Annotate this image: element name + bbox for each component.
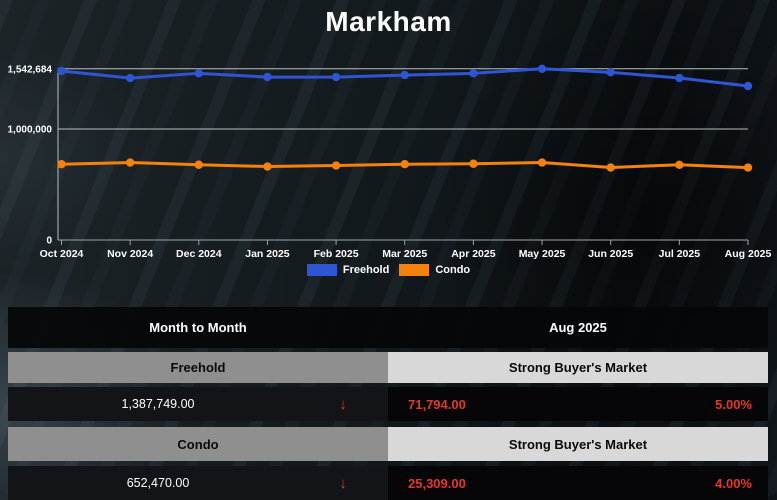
freehold-down-arrow-icon: ↓ xyxy=(339,395,347,413)
svg-text:1,542,684: 1,542,684 xyxy=(8,64,53,75)
condo-down-arrow-icon: ↓ xyxy=(339,474,347,492)
freehold-label: Freehold xyxy=(8,352,388,383)
condo-price: 652,470.00 xyxy=(126,476,190,490)
condo-label-row: Condo Strong Buyer's Market xyxy=(8,427,768,461)
legend-label-freehold: Freehold xyxy=(342,264,390,276)
svg-text:Jan 2025: Jan 2025 xyxy=(245,248,290,260)
svg-text:Mar 2025: Mar 2025 xyxy=(382,248,427,260)
table-header-row: Month to Month Aug 2025 xyxy=(8,307,768,348)
condo-value-row: 652,470.00 ↓ 25,309.00 4.00% xyxy=(8,466,768,500)
svg-text:Jul 2025: Jul 2025 xyxy=(659,248,701,260)
svg-text:Apr 2025: Apr 2025 xyxy=(451,248,496,260)
condo-label: Condo xyxy=(8,427,388,461)
svg-text:0: 0 xyxy=(46,236,52,247)
svg-text:1,000,000: 1,000,000 xyxy=(8,125,53,136)
header-month-to-month: Month to Month xyxy=(149,320,247,335)
svg-text:Jun 2025: Jun 2025 xyxy=(588,248,633,260)
condo-swatch-icon xyxy=(399,264,430,276)
freehold-value-row: 1,387,749.00 ↓ 71,794.00 5.00% xyxy=(8,387,768,421)
page-title: Markham xyxy=(325,6,452,37)
freehold-change-amount: 71,794.00 xyxy=(408,396,466,412)
condo-change-amount: 25,309.00 xyxy=(408,475,466,491)
svg-text:Feb 2025: Feb 2025 xyxy=(314,248,359,260)
svg-text:Aug 2025: Aug 2025 xyxy=(725,248,772,260)
legend-item-condo[interactable]: Condo xyxy=(399,264,470,276)
svg-text:May 2025: May 2025 xyxy=(519,248,566,260)
freehold-change-percent: 5.00% xyxy=(715,396,752,412)
freehold-market-status: Strong Buyer's Market xyxy=(388,352,768,383)
freehold-label-row: Freehold Strong Buyer's Market xyxy=(8,352,768,383)
chart-legend: Freehold Condo xyxy=(0,263,777,277)
svg-text:Nov 2024: Nov 2024 xyxy=(107,248,153,260)
freehold-price: 1,387,749.00 xyxy=(121,397,195,411)
market-summary-table: Month to Month Aug 2025 Freehold Strong … xyxy=(8,307,768,500)
legend-label-condo: Condo xyxy=(435,264,471,276)
condo-market-status: Strong Buyer's Market xyxy=(388,427,768,461)
svg-text:Oct 2024: Oct 2024 xyxy=(40,248,84,260)
header-current-month: Aug 2025 xyxy=(549,320,607,335)
legend-item-freehold[interactable]: Freehold xyxy=(306,264,390,276)
svg-text:Dec 2024: Dec 2024 xyxy=(176,248,222,260)
condo-change-percent: 4.00% xyxy=(715,475,752,491)
freehold-swatch-icon xyxy=(306,264,337,276)
